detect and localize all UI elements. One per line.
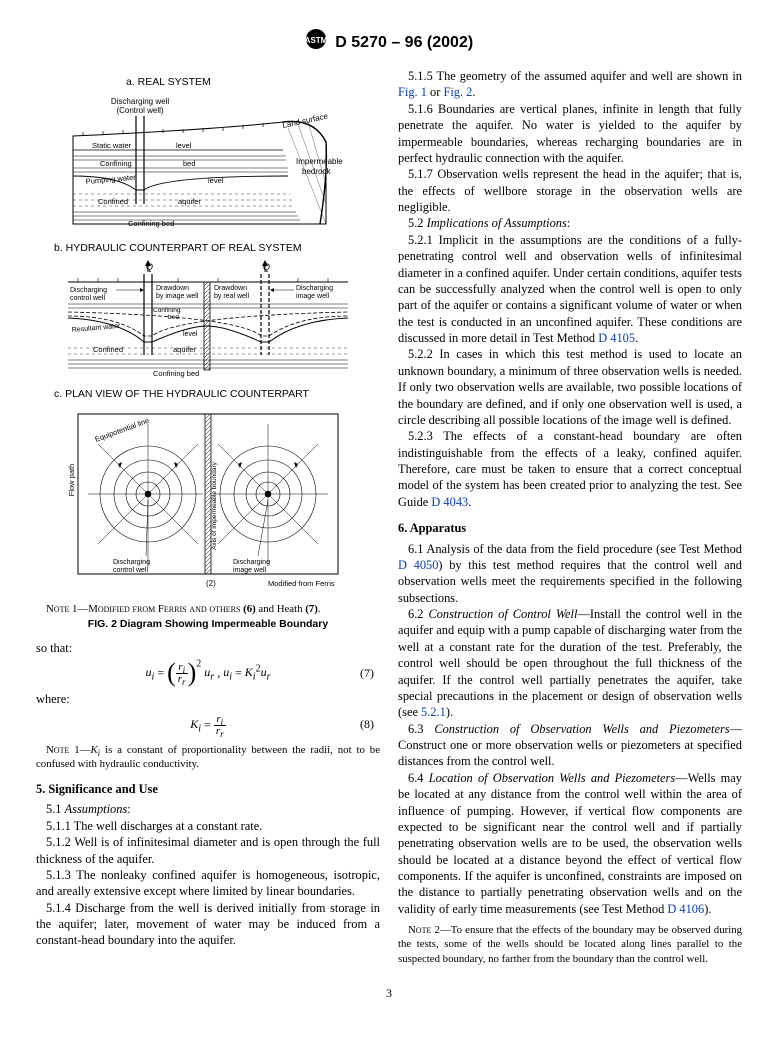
fig2b-res: Resultant water	[72, 323, 122, 334]
p5-1-7: 5.1.7 Observation wells represent the he…	[398, 166, 742, 215]
svg-text:ASTM: ASTM	[305, 36, 327, 45]
fig2a-label: a. REAL SYSTEM	[126, 76, 380, 90]
fig2a-confining-bed: Confining bed	[128, 219, 174, 228]
equation-7: ui = (rirr)2 ur , ui = Ki2ur (7)	[36, 662, 380, 685]
page-number: 3	[36, 986, 742, 1002]
page-header: ASTM D 5270 – 96 (2002)	[36, 28, 742, 56]
p6-2: 6.2 Construction of Control Well—Install…	[398, 606, 742, 721]
fig2b-dcw: Dischargingcontrol well	[70, 287, 107, 302]
p5-2-1: 5.2.1 Implicit in the assumptions are th…	[398, 232, 742, 347]
fig2-note1-mid: and Heath	[256, 603, 305, 615]
fig2b-cb1: Confiningbed	[153, 307, 181, 321]
fig2c-ref2: (2)	[206, 579, 216, 588]
fig2c-flow: Flow path	[67, 463, 76, 496]
fig2a-static: Static water	[92, 141, 132, 150]
p5-1-5: 5.1.5 The geometry of the assumed aquife…	[398, 68, 742, 101]
fig2a-bed1: bed	[183, 159, 196, 168]
p5-2-2: 5.2.2 In cases in which this test method…	[398, 346, 742, 428]
fig2b-dbi: Drawdownby image well	[156, 285, 199, 300]
fig2a-confining1: Confining	[100, 159, 132, 168]
link-521[interactable]: 5.2.1	[421, 705, 446, 719]
note2-prefix: Note 2—	[408, 924, 451, 936]
fig2-note1-suf: .	[318, 603, 321, 615]
link-d4106[interactable]: D 4106	[667, 902, 704, 916]
fig2-note1-prefix: Note 1—Modified from Ferris and others	[46, 603, 243, 615]
fig2-note1: Note 1—Modified from Ferris and others (…	[36, 602, 380, 616]
p6-1: 6.1 Analysis of the data from the field …	[398, 541, 742, 607]
link-d4105[interactable]: D 4105	[598, 331, 635, 345]
astm-logo-icon: ASTM	[305, 28, 327, 56]
fig2a-bedrock: bedrock	[302, 167, 331, 176]
fig2c-diw: Dischargingimage well	[233, 559, 270, 574]
where: where:	[36, 691, 380, 707]
content-columns: a. REAL SYSTEM Discharging well (Control…	[36, 68, 742, 972]
fig2-note1-ref2: (7)	[305, 603, 318, 615]
fig2a-confined: Confined	[98, 197, 128, 206]
fig2b-dbr: Drawdownby real well	[214, 285, 249, 300]
equation-8: Ki = rirr (8)	[36, 714, 380, 737]
fig2c-label: c. PLAN VIEW OF THE HYDRAULIC COUNTERPAR…	[54, 388, 380, 402]
fig2a-pumping: Pumping water	[85, 173, 136, 186]
note-k: Note 1—Ki is a constant of proportionali…	[36, 743, 380, 772]
p5-2: 5.2 Implications of Assumptions:	[398, 215, 742, 231]
fig2c-dcw: Dischargingcontrol well	[113, 559, 150, 574]
p5-1-6: 5.1.6 Boundaries are vertical planes, in…	[398, 101, 742, 167]
fig2c-diagram: Equipotential line Flow path Axis of imp…	[58, 406, 358, 596]
fig2a-level1: level	[176, 141, 192, 150]
link-d4050[interactable]: D 4050	[398, 558, 438, 572]
note-k-prefix: Note 1—	[46, 744, 90, 756]
fig2b-cb2: Confining bed	[153, 369, 199, 378]
fig2b-aq: aquifer	[173, 345, 196, 354]
fig2-caption: FIG. 2 Diagram Showing Impermeable Bound…	[36, 618, 380, 632]
fig2b-diw: Dischargingimage well	[296, 285, 333, 300]
fig2b-diagram: Q Q Dischargingc	[58, 260, 358, 380]
fig2a-imp: Impermeable	[296, 157, 343, 166]
p5-1: 5.1 Assumptions:	[36, 801, 380, 817]
p6-4: 6.4 Location of Observation Wells and Pi…	[398, 770, 742, 917]
fig2a-level2: level	[208, 176, 224, 185]
link-d4043[interactable]: D 4043	[431, 495, 468, 509]
fig2-note1-ref1: (6)	[243, 603, 256, 615]
fig2a-aquifer: aquifer	[178, 197, 201, 206]
fig2a-discharging-label: Discharging well	[111, 97, 169, 106]
figure-2: a. REAL SYSTEM Discharging well (Control…	[36, 76, 380, 632]
sec5-head: 5. Significance and Use	[36, 781, 380, 797]
fig2b-lvl: level	[183, 331, 198, 338]
p5-1-2: 5.1.2 Well is of infinitesimal diameter …	[36, 834, 380, 867]
fig2b-label: b. HYDRAULIC COUNTERPART OF REAL SYSTEM	[54, 242, 380, 256]
eq8-num: (8)	[360, 717, 374, 733]
fig2a-control-label: (Control well)	[116, 106, 163, 115]
fig2a-diagram: Discharging well (Control well) Land sur…	[58, 94, 358, 234]
sec6-head: 6. Apparatus	[398, 520, 742, 536]
p5-1-3: 5.1.3 The nonleaky confined aquifer is h…	[36, 867, 380, 900]
p6-3: 6.3 Construction of Observation Wells an…	[398, 721, 742, 770]
eq7-num: (7)	[360, 666, 374, 682]
fig2c-equi: Equipotential line	[94, 416, 151, 444]
standard-id: D 5270 – 96 (2002)	[335, 32, 473, 53]
link-fig2[interactable]: Fig. 2	[443, 85, 472, 99]
p5-2-3: 5.2.3 The effects of a constant-head bou…	[398, 428, 742, 510]
right-column: 5.1.5 The geometry of the assumed aquife…	[398, 68, 742, 972]
p5-1-1: 5.1.1 The well discharges at a constant …	[36, 818, 380, 834]
link-fig1[interactable]: Fig. 1	[398, 85, 427, 99]
left-column: a. REAL SYSTEM Discharging well (Control…	[36, 68, 380, 972]
so-that: so that:	[36, 640, 380, 656]
fig2b-conf: Confined	[93, 345, 123, 354]
p5-1-4: 5.1.4 Discharge from the well is derived…	[36, 900, 380, 949]
fig2a-land-label: Land surface	[282, 111, 330, 130]
fig2c-axis: Axis of impermeable boundary	[211, 461, 218, 550]
note-k-ki: Ki	[90, 744, 100, 756]
fig2c-mod: Modified from Ferris	[268, 579, 335, 588]
note-2: Note 2—To ensure that the effects of the…	[398, 923, 742, 966]
